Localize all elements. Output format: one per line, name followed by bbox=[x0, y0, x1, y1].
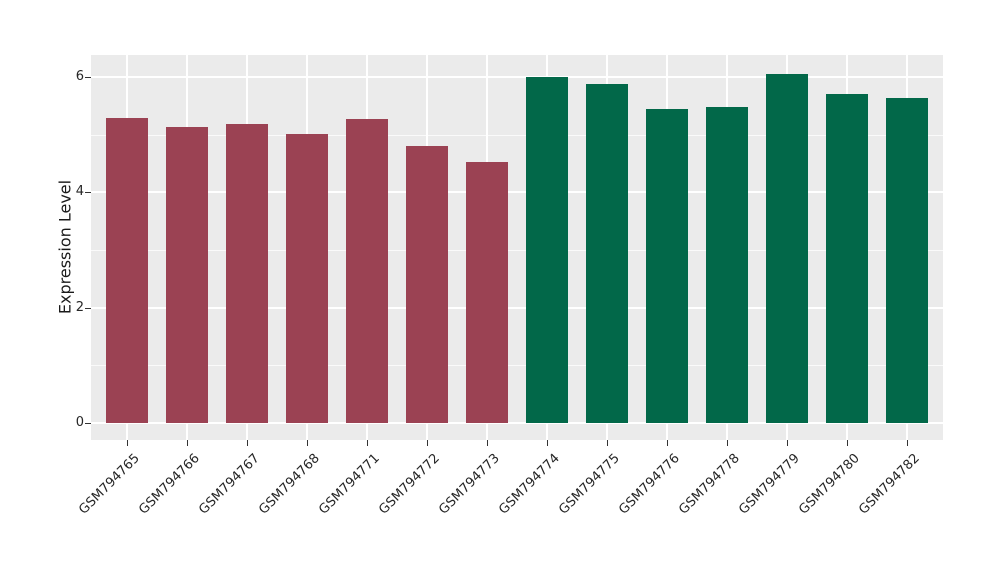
y-tick-mark-6 bbox=[85, 76, 91, 78]
x-tick-label-GSM794767: GSM794767 bbox=[196, 451, 263, 518]
bar-GSM794782 bbox=[886, 98, 928, 423]
bar-GSM794765 bbox=[106, 117, 148, 423]
x-tick-label-GSM794768: GSM794768 bbox=[256, 451, 323, 518]
bar-GSM794772 bbox=[406, 146, 448, 423]
y-tick-mark-4 bbox=[85, 192, 91, 194]
plot-panel bbox=[91, 55, 943, 440]
x-tick-mark-GSM794768 bbox=[307, 440, 308, 446]
x-tick-mark-GSM794782 bbox=[907, 440, 908, 446]
gridline-major-y2 bbox=[91, 306, 943, 309]
x-tick-mark-GSM794766 bbox=[187, 440, 188, 446]
x-tick-label-GSM794774: GSM794774 bbox=[496, 451, 563, 518]
x-tick-mark-GSM794780 bbox=[847, 440, 848, 446]
bar-GSM794780 bbox=[826, 94, 868, 423]
gridline-major-y0 bbox=[91, 422, 943, 424]
bar-GSM794773 bbox=[466, 162, 508, 423]
bar-GSM794768 bbox=[286, 133, 328, 423]
gridline-minor-y3 bbox=[91, 249, 943, 251]
y-tick-mark-0 bbox=[85, 423, 91, 424]
y-tick-label-4: 4 bbox=[75, 184, 84, 200]
x-tick-label-GSM794778: GSM794778 bbox=[676, 451, 743, 518]
x-tick-label-GSM794780: GSM794780 bbox=[796, 451, 863, 518]
bar-GSM794775 bbox=[586, 84, 628, 423]
y-tick-mark-2 bbox=[85, 307, 91, 309]
bar-GSM794767 bbox=[226, 124, 268, 423]
gridline-major-y6 bbox=[91, 75, 943, 78]
bar-GSM794766 bbox=[166, 126, 208, 423]
x-tick-label-GSM794772: GSM794772 bbox=[376, 451, 443, 518]
x-tick-mark-GSM794779 bbox=[787, 440, 788, 446]
x-tick-mark-GSM794778 bbox=[727, 440, 728, 446]
x-tick-mark-GSM794776 bbox=[667, 440, 668, 446]
x-tick-mark-GSM794771 bbox=[367, 440, 368, 446]
gridline-minor-y1 bbox=[91, 365, 943, 367]
x-tick-label-GSM794779: GSM794779 bbox=[736, 451, 803, 518]
gridline-major-y4 bbox=[91, 191, 943, 194]
x-tick-label-GSM794766: GSM794766 bbox=[136, 451, 203, 518]
bar-GSM794771 bbox=[346, 118, 388, 423]
x-tick-mark-GSM794765 bbox=[127, 440, 128, 446]
bar-GSM794774 bbox=[526, 76, 568, 423]
y-tick-label-2: 2 bbox=[75, 299, 84, 315]
x-tick-label-GSM794775: GSM794775 bbox=[556, 451, 623, 518]
bar-GSM794778 bbox=[706, 106, 748, 423]
x-tick-mark-GSM794772 bbox=[427, 440, 428, 446]
y-axis-title: Expression Level bbox=[55, 179, 75, 315]
y-tick-label-6: 6 bbox=[75, 68, 84, 84]
x-tick-mark-GSM794767 bbox=[247, 440, 248, 446]
x-tick-label-GSM794773: GSM794773 bbox=[436, 451, 503, 518]
x-tick-label-GSM794776: GSM794776 bbox=[616, 451, 683, 518]
bar-GSM794776 bbox=[646, 109, 688, 423]
x-tick-mark-GSM794773 bbox=[487, 440, 488, 446]
gridline-minor-y5 bbox=[91, 134, 943, 136]
x-tick-label-GSM794771: GSM794771 bbox=[316, 451, 383, 518]
bar-GSM794779 bbox=[766, 73, 808, 423]
x-tick-label-GSM794782: GSM794782 bbox=[856, 451, 923, 518]
x-tick-mark-GSM794774 bbox=[547, 440, 548, 446]
y-tick-label-0: 0 bbox=[75, 415, 84, 430]
x-tick-label-GSM794765: GSM794765 bbox=[76, 451, 143, 518]
x-tick-mark-GSM794775 bbox=[607, 440, 608, 446]
